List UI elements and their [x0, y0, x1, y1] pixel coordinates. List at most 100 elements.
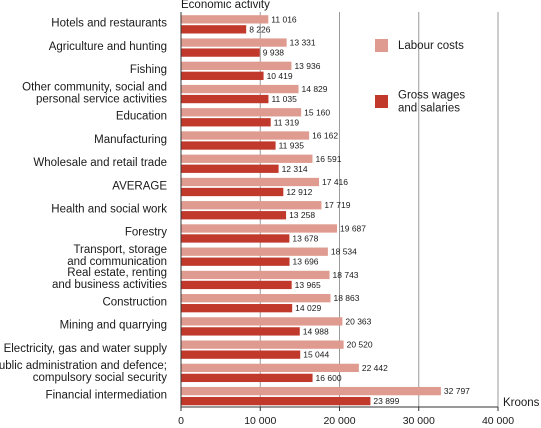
x-axis-title: Kroons: [503, 397, 540, 409]
bar-gross-wages-2: [181, 71, 264, 80]
value-label-labour-costs-4: 15 160: [304, 107, 330, 117]
value-label-labour-costs-9: 19 687: [340, 223, 366, 233]
value-label-labour-costs-16: 32 797: [444, 386, 470, 396]
bar-gross-wages-7: [181, 187, 284, 197]
legend-label-gross-wages: Gross wages and salaries: [398, 90, 465, 115]
bar-labour-costs-10: [181, 247, 328, 256]
x-tick-label-1: 10 000: [244, 415, 276, 427]
category-label-3: Other community, social and personal serv…: [22, 81, 167, 105]
category-label-13: Mining and quarrying: [60, 320, 167, 332]
bar-gross-wages-13: [181, 327, 300, 336]
x-tick-label-4: 40 000: [482, 415, 514, 427]
bar-labour-costs-11: [181, 270, 330, 280]
value-label-gross-wages-9: 13 678: [292, 233, 318, 243]
bar-gross-wages-11: [181, 280, 292, 290]
bar-gross-wages-6: [181, 164, 279, 173]
x-tick-label-0: 0: [178, 415, 184, 427]
value-label-labour-costs-11: 18 743: [333, 270, 359, 280]
category-label-7: AVERAGE: [112, 180, 167, 192]
legend: Labour costs Gross wages and salaries: [375, 39, 465, 115]
category-label-5: Manufacturing: [94, 134, 167, 146]
value-label-labour-costs-0: 11 016: [271, 14, 297, 24]
bar-labour-costs-5: [181, 131, 310, 140]
bar-labour-costs-7: [181, 177, 320, 187]
bar-labour-costs-8: [181, 201, 322, 210]
value-label-labour-costs-5: 16 162: [312, 131, 338, 141]
value-label-labour-costs-7: 17 416: [322, 177, 348, 187]
bar-labour-costs-16: [181, 386, 441, 396]
bar-gross-wages-16: [181, 396, 371, 406]
category-label-11: Real estate, renting and business activit…: [52, 267, 167, 291]
value-label-gross-wages-12: 14 029: [295, 303, 321, 313]
value-label-labour-costs-13: 20 363: [345, 316, 371, 326]
category-label-10: Transport, storage and communication: [67, 244, 167, 268]
value-label-labour-costs-10: 18 534: [331, 247, 357, 257]
category-label-15: Public administration and defence; compul…: [0, 360, 167, 384]
value-label-labour-costs-2: 13 936: [294, 61, 320, 71]
bar-labour-costs-2: [181, 61, 292, 70]
value-label-labour-costs-15: 22 442: [362, 363, 388, 373]
bar-labour-costs-1: [181, 38, 287, 47]
bar-gross-wages-4: [181, 118, 271, 127]
x-axis: 0 10 000 20 000 30 000 40 000: [178, 12, 514, 427]
bar-labour-costs-14: [181, 340, 344, 349]
value-label-labour-costs-6: 16 591: [315, 154, 341, 164]
category-labels: Hotels and restaurants Agriculture and hu…: [0, 18, 167, 402]
value-label-gross-wages-16: 23 899: [373, 396, 399, 406]
bar-labour-costs-13: [181, 317, 343, 326]
category-label-6: Wholesale and retail trade: [33, 157, 167, 169]
bar-gross-wages-5: [181, 141, 276, 150]
bar-gross-wages-8: [181, 211, 287, 220]
legend-label-labour-costs: Labour costs: [398, 40, 464, 52]
legend-swatch-gross-wages: [375, 95, 388, 108]
bar-labour-costs-0: [181, 15, 269, 24]
category-label-16: Financial intermediation: [46, 389, 167, 401]
value-label-gross-wages-5: 11 935: [279, 141, 305, 151]
value-label-gross-wages-8: 13 258: [289, 210, 315, 220]
value-label-labour-costs-14: 20 520: [347, 340, 373, 350]
value-label-gross-wages-11: 13 965: [295, 280, 321, 290]
bar-gross-wages-1: [181, 48, 260, 57]
y-axis-title: Economic activity: [181, 0, 270, 11]
value-label-gross-wages-15: 16 600: [316, 373, 342, 383]
value-label-gross-wages-7: 12 912: [286, 187, 312, 197]
bar-labour-costs-6: [181, 154, 313, 163]
category-label-4: Education: [116, 111, 167, 123]
category-label-12: Construction: [102, 296, 167, 308]
value-label-gross-wages-10: 13 696: [293, 257, 319, 267]
bar-gross-wages-9: [181, 234, 290, 243]
bar-gross-wages-0: [181, 25, 247, 34]
bar-labour-costs-9: [181, 224, 338, 233]
category-label-9: Forestry: [125, 227, 167, 239]
bar-gross-wages-14: [181, 350, 301, 359]
bar-labour-costs-4: [181, 108, 302, 117]
bar-gross-wages-10: [181, 257, 290, 266]
value-label-gross-wages-0: 8 226: [249, 24, 271, 34]
bars: [181, 15, 441, 406]
bar-labour-costs-12: [181, 294, 331, 303]
value-label-gross-wages-14: 15 044: [303, 350, 329, 360]
x-tick-label-3: 30 000: [403, 415, 435, 427]
bar-gross-wages-12: [181, 304, 293, 313]
value-label-labour-costs-12: 18 863: [333, 293, 359, 303]
category-label-8: Health and social work: [51, 204, 167, 216]
x-tick-label-2: 20 000: [323, 415, 355, 427]
bar-gross-wages-15: [181, 373, 313, 383]
value-label-labour-costs-1: 13 331: [290, 38, 316, 48]
category-label-0: Hotels and restaurants: [51, 18, 167, 30]
legend-swatch-labour-costs: [375, 39, 388, 52]
value-label-gross-wages-2: 10 419: [267, 71, 293, 81]
value-label-gross-wages-1: 9 938: [263, 48, 285, 58]
value-label-labour-costs-3: 14 829: [302, 84, 328, 94]
value-label-labour-costs-8: 17 719: [324, 200, 350, 210]
value-label-gross-wages-3: 11 035: [271, 94, 297, 104]
category-label-2: Fishing: [130, 64, 167, 76]
bar-gross-wages-3: [181, 94, 269, 104]
value-labels: 11 016 13 331 13 936 14 829 15 160 16 162 16 5…: [249, 14, 470, 406]
category-label-14: Electricity, gas and water supply: [4, 343, 168, 355]
value-label-gross-wages-4: 11 319: [274, 117, 300, 127]
category-label-1: Agriculture and hunting: [49, 41, 167, 53]
value-label-gross-wages-6: 12 314: [282, 164, 308, 174]
value-label-gross-wages-13: 14 988: [303, 326, 329, 336]
